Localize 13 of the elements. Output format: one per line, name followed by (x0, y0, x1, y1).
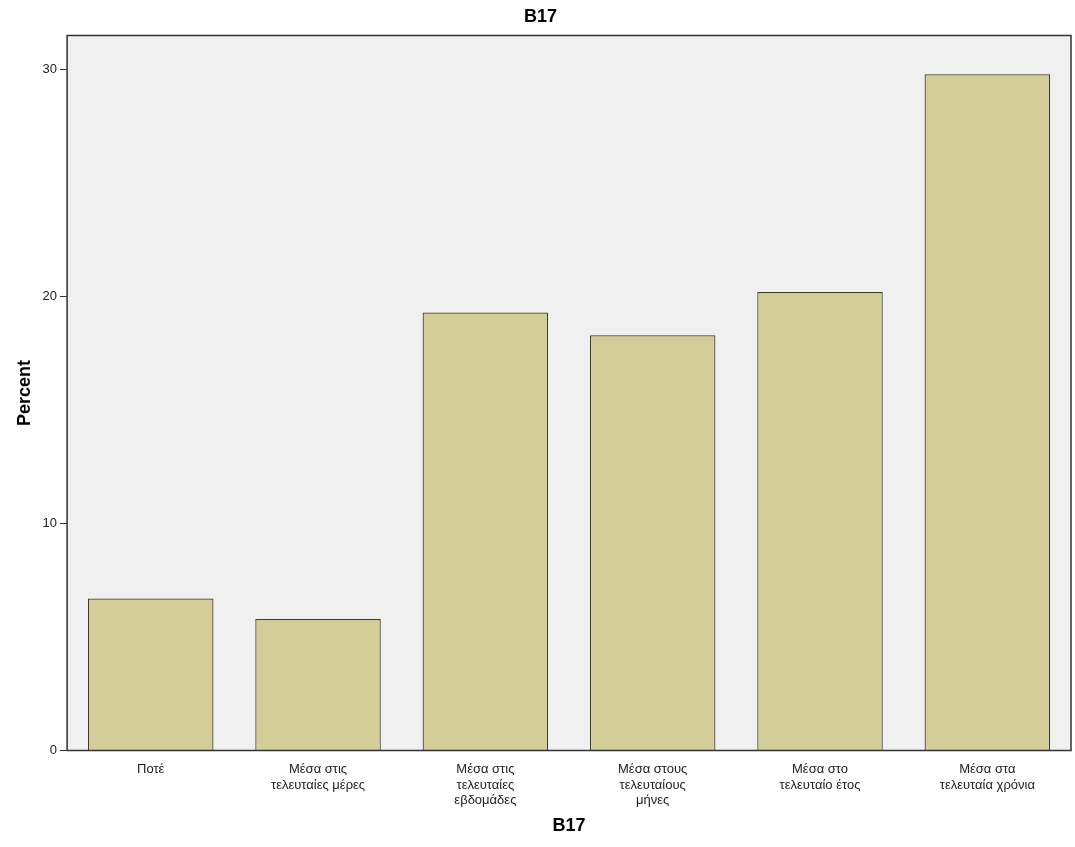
x-tick-label: Μέσα στις τελευταίες εβδομάδες (454, 760, 517, 808)
chart-title: B17 (523, 5, 558, 26)
x-tick-label: Ποτέ (137, 760, 165, 776)
y-tick-label: 0 (49, 742, 58, 758)
y-tick-label: 30 (42, 61, 58, 77)
x-tick-label: Μέσα στο τελευταίο έτος (779, 760, 861, 792)
y-tick-label: 20 (42, 288, 58, 304)
x-tick-label: Μέσα στους τελευταίους μήνες (618, 760, 688, 808)
y-axis-title: Percent (13, 360, 34, 427)
x-tick-label: Μέσα στις τελευταίες μέρες (270, 760, 366, 792)
y-tick-label: 10 (42, 515, 58, 531)
x-tick-label: Μέσα στα τελευταία χρόνια (939, 760, 1036, 792)
x-axis-title: B17 (552, 815, 586, 836)
